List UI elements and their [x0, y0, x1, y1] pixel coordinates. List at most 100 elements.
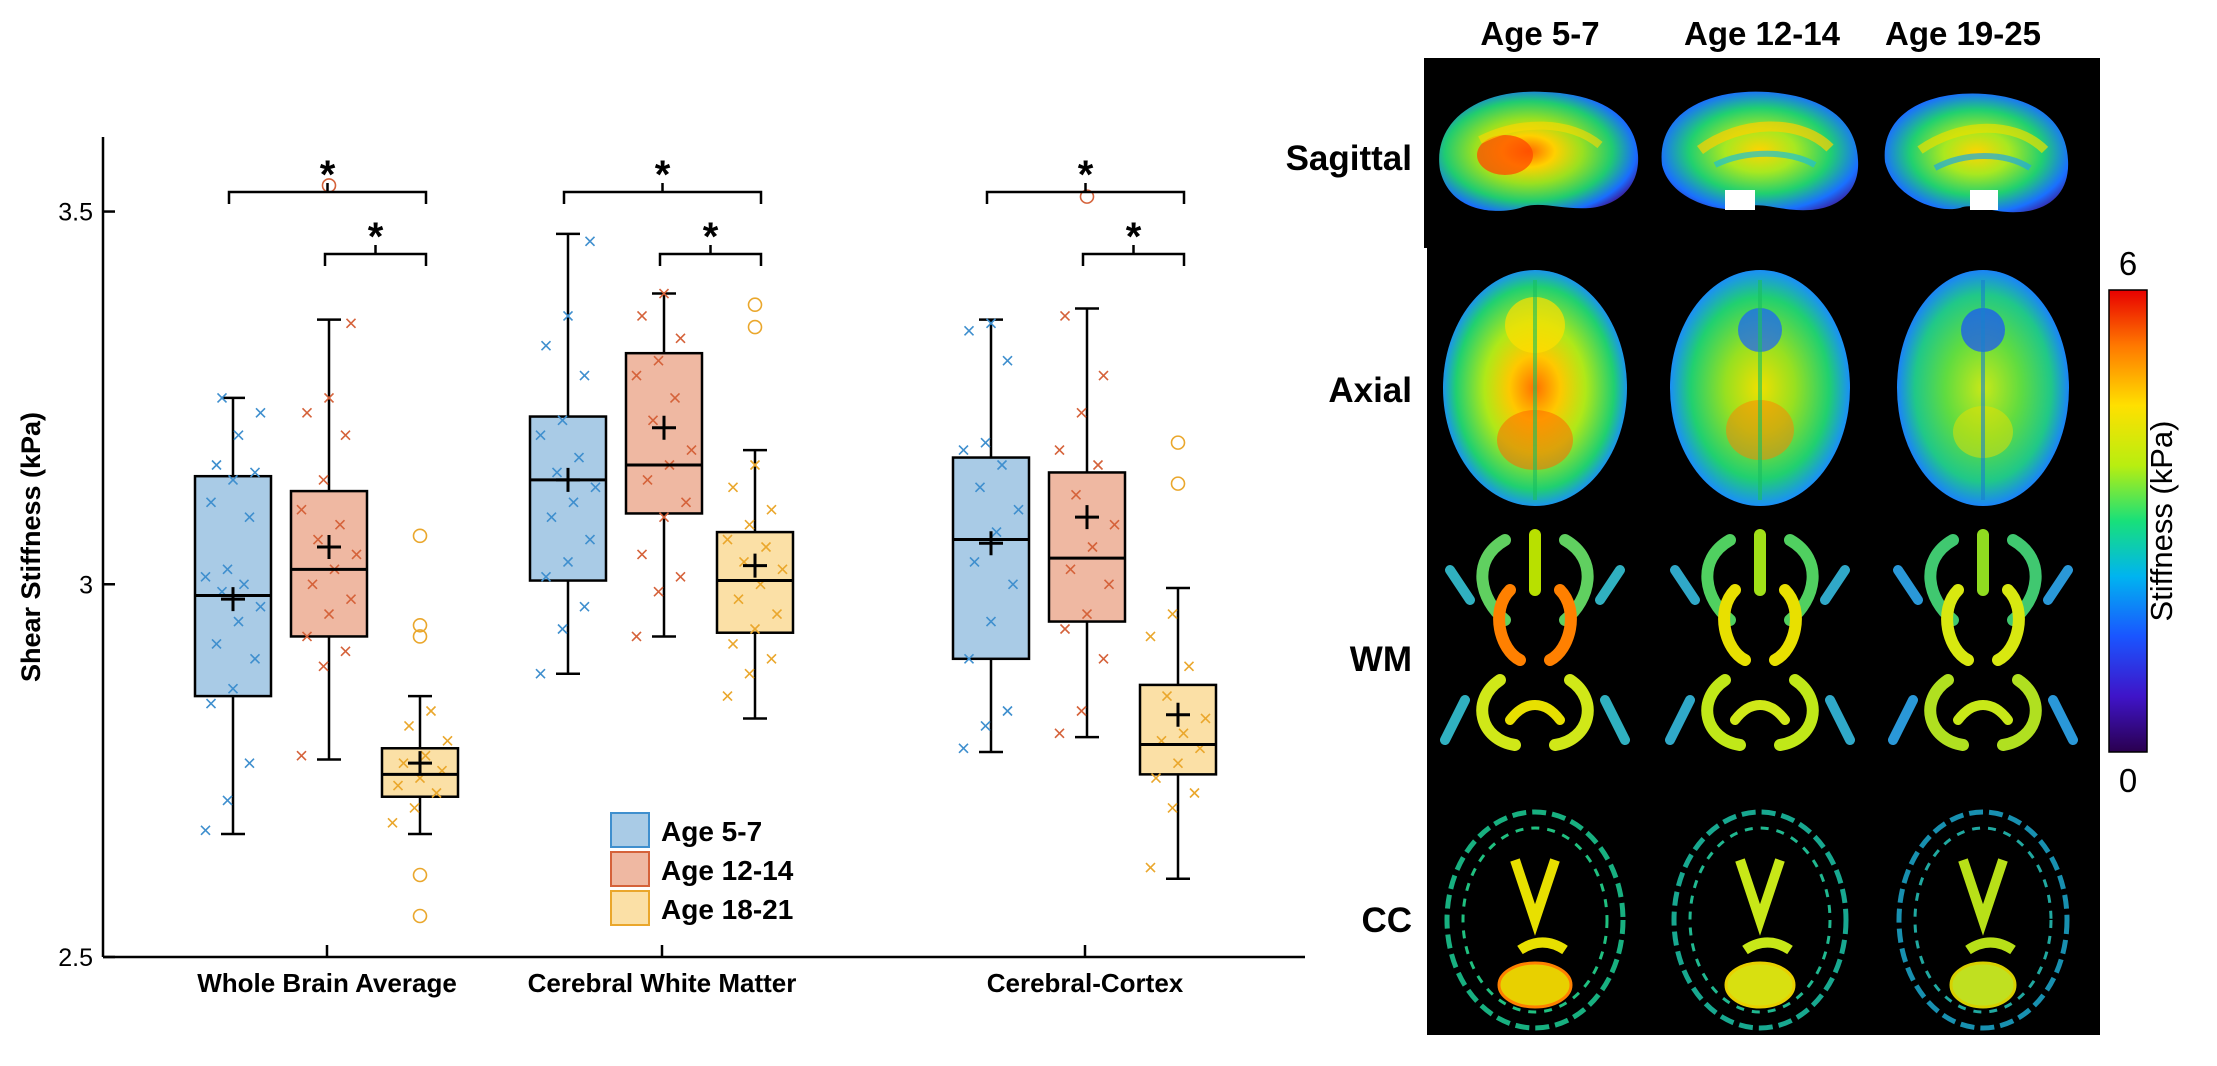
x-tick-label-cerebral-white-matter: Cerebral White Matter	[528, 968, 797, 998]
axial-map-age-19-25	[1897, 270, 2069, 506]
data-point	[318, 661, 329, 672]
significance-bracket: *	[1081, 215, 1186, 266]
data-point	[334, 519, 346, 530]
iqr-box	[1138, 683, 1218, 776]
data-point	[631, 370, 642, 381]
data-point	[722, 691, 733, 702]
data-point	[686, 445, 697, 456]
data-point	[584, 534, 596, 545]
data-point	[296, 504, 307, 515]
data-point	[409, 802, 420, 813]
bracket-line	[323, 245, 428, 266]
data-point	[777, 564, 788, 575]
data-point	[1189, 787, 1200, 799]
data-point	[573, 452, 585, 463]
data-point	[658, 288, 670, 299]
row-label-axial: Axial	[1328, 371, 1412, 410]
significance-star: *	[1126, 215, 1142, 259]
data-point	[669, 392, 681, 403]
box-age-12-14-whole-brain-average	[289, 178, 369, 761]
data-point	[392, 780, 404, 791]
data-point	[425, 705, 437, 717]
mean-marker	[652, 415, 676, 440]
data-point	[442, 735, 453, 746]
colorbar	[2108, 289, 2148, 753]
y-tick-label: 3	[79, 571, 93, 599]
data-point	[579, 601, 590, 612]
box-age-18-21-cerebral-cortex	[1138, 435, 1218, 880]
column-title-age-19-25: Age 19-25	[1885, 15, 2041, 52]
data-point	[958, 743, 969, 754]
data-point	[1054, 445, 1065, 456]
data-point	[211, 459, 222, 471]
data-point	[760, 541, 772, 553]
data-point	[991, 527, 1002, 538]
data-point	[211, 638, 222, 649]
data-point	[318, 474, 329, 485]
significance-star: *	[368, 215, 384, 259]
data-point	[1150, 773, 1162, 784]
bracket-line	[1081, 245, 1186, 266]
data-point	[233, 430, 244, 441]
outlier-point	[1170, 476, 1186, 491]
data-point	[963, 325, 975, 336]
sagittal-map-age-5-7	[1439, 91, 1639, 211]
data-point	[557, 623, 568, 635]
outlier-point	[747, 319, 763, 335]
colorbar-max-label: 6	[2119, 245, 2137, 282]
bracket-line	[658, 245, 763, 266]
data-point	[1161, 691, 1173, 702]
y-tick-label: 2.5	[58, 944, 93, 972]
outlier-point	[1170, 435, 1186, 450]
data-point	[1098, 653, 1109, 664]
data-point	[1065, 564, 1076, 575]
data-point	[1167, 802, 1178, 813]
data-point	[227, 474, 239, 485]
iqr-box	[1047, 471, 1127, 623]
data-point	[255, 407, 266, 418]
data-point	[540, 340, 552, 351]
significance-bracket: *	[562, 153, 763, 204]
significance-brackets: * * * * * *	[227, 153, 1186, 266]
wm-map-age-19-25	[1888, 529, 2078, 751]
data-point	[562, 556, 574, 567]
box-age-12-14-cerebral-white-matter	[624, 288, 704, 642]
iqr-box	[715, 530, 795, 634]
colorbar-label: Stiffness (kPa)	[2144, 420, 2179, 621]
data-point	[658, 512, 670, 523]
column-title-age-12-14: Age 12-14	[1684, 15, 1841, 52]
data-point	[255, 601, 266, 612]
data-point	[1172, 758, 1184, 769]
outlier-point	[412, 617, 428, 633]
data-point	[387, 817, 398, 828]
data-point	[1145, 862, 1156, 873]
data-point	[233, 616, 244, 627]
data-point	[1178, 728, 1189, 739]
x-tick-label-cerebral-cortex: Cerebral-Cortex	[987, 968, 1184, 998]
data-point	[958, 445, 969, 456]
iqr-box	[193, 474, 273, 698]
mean-marker	[556, 467, 580, 492]
significance-bracket: *	[658, 215, 763, 266]
data-point	[205, 497, 217, 508]
data-point	[222, 564, 233, 575]
row-label-sagittal: Sagittal	[1286, 139, 1412, 178]
significance-bracket: *	[985, 153, 1186, 204]
data-point	[766, 504, 777, 515]
data-point	[584, 236, 596, 247]
data-point	[727, 638, 739, 649]
mean-marker	[1075, 505, 1099, 530]
data-point	[727, 482, 739, 493]
data-point	[647, 415, 659, 426]
colorbar-min-label: 0	[2119, 762, 2137, 799]
data-point	[398, 758, 409, 769]
mean-marker	[1166, 702, 1190, 727]
data-point	[1002, 705, 1013, 717]
mean-marker	[743, 553, 767, 578]
data-point	[675, 333, 686, 344]
significance-star: *	[320, 153, 336, 197]
data-point	[969, 556, 980, 567]
data-point	[244, 512, 255, 523]
box-plot: 2.5 3 3.5 Whole Brain Average Cerebral Whit…	[16, 137, 1305, 998]
data-point	[323, 609, 335, 620]
